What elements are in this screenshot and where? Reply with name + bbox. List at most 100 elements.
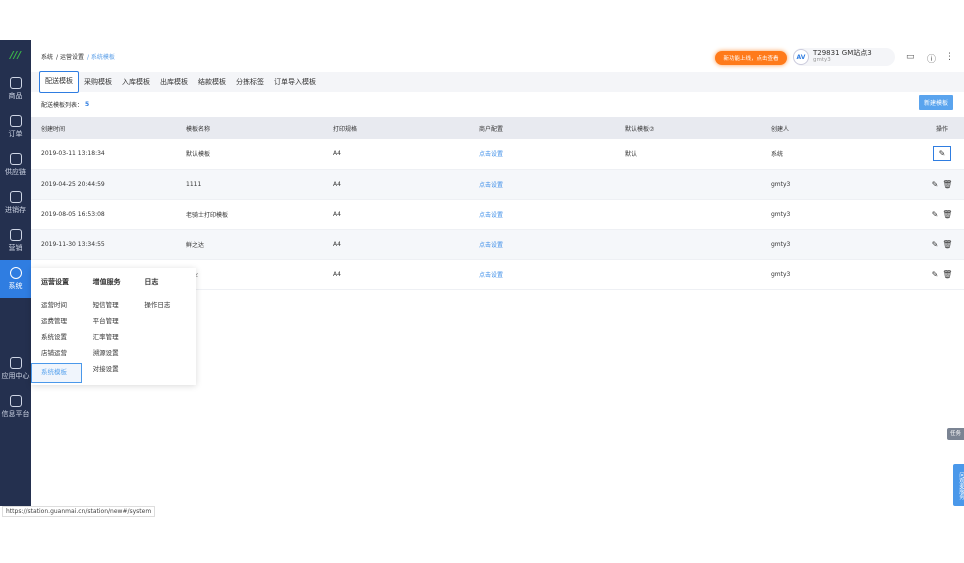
tab[interactable]: 配送模板 (39, 71, 79, 93)
help-icon[interactable]: ⓘ (927, 55, 937, 65)
cell-time: 2019-08-05 16:53:08 (31, 199, 176, 230)
column-header: 操作 (920, 117, 964, 139)
menu-item[interactable]: 对接设置 (92, 365, 119, 373)
sidebar-item[interactable]: 订单 (0, 108, 31, 146)
cell-name: 1111 (176, 169, 323, 200)
menu-column-title: 日志 (144, 278, 159, 286)
breadcrumb-item[interactable]: 系统 (41, 53, 54, 61)
cell-spec: A4 (323, 199, 469, 230)
sidebar-item-label: 供应链 (5, 168, 26, 176)
sidebar-item-label: 系统 (8, 282, 23, 290)
table-row: 2019-03-11 13:18:34 默认模板 A4 点击设置 默认 系统 ✎ (31, 139, 964, 170)
edit-icon[interactable]: ✎ (931, 179, 939, 189)
menu-column: 增值服务 短信管理 平台管理 汇率管理 溯源设置 对接设置 (93, 277, 145, 385)
nav-icon (9, 77, 22, 89)
cell-name: 农业 (176, 259, 323, 290)
list-count-label: 配送模板列表： (41, 101, 84, 109)
tab[interactable]: 入库模板 (122, 78, 150, 86)
menu-column: 日志 操作日志 (144, 277, 196, 385)
edit-icon[interactable]: ✎ (932, 146, 952, 162)
menu-item[interactable]: 短信管理 (92, 301, 119, 309)
message-icon[interactable]: ▭ (906, 52, 915, 62)
user-switcher[interactable]: AV T29831 GM站点3 gmty3 (793, 48, 895, 66)
breadcrumb-current: / 系统模板 (86, 53, 115, 61)
cell-creator: 系统 (761, 139, 920, 170)
cell-name: 老骑士打印模板 (176, 199, 323, 230)
new-template-button[interactable]: 新建模板 (919, 95, 953, 110)
delete-icon[interactable]: 🗑 (942, 209, 953, 219)
config-link[interactable]: 点击设置 (469, 139, 615, 170)
config-link[interactable]: 点击设置 (469, 229, 615, 260)
nav-icon (9, 191, 22, 203)
nav-icon (9, 229, 22, 241)
more-icon[interactable]: ⋮ (945, 52, 954, 62)
sidebar-item[interactable]: 系统 (0, 260, 31, 298)
config-link[interactable]: 点击设置 (469, 169, 615, 200)
edit-icon[interactable]: ✎ (931, 239, 939, 249)
tab[interactable]: 结款模板 (198, 78, 226, 86)
cell-time: 2019-11-30 13:34:55 (31, 229, 176, 260)
menu-item[interactable]: 运营时间 (41, 301, 67, 309)
column-header: 模板名称 (176, 117, 323, 139)
sidebar-item-label: 订单 (8, 130, 23, 138)
sidebar-item[interactable]: 供应链 (0, 146, 31, 184)
task-button[interactable]: 任务 (947, 428, 964, 440)
cell-creator: gmty3 (761, 169, 920, 200)
user-name: T29831 GM站点3 (813, 49, 872, 57)
sidebar-item[interactable]: 进销存 (0, 184, 31, 222)
cell-time: 2019-04-25 20:44:59 (31, 169, 176, 200)
cell-name: 默认模板 (176, 139, 323, 170)
nav-icon (9, 357, 22, 369)
tab[interactable]: 分拣标签 (236, 78, 264, 86)
cell-creator: gmty3 (761, 259, 920, 290)
column-header: 创建人 (761, 117, 920, 139)
edit-icon[interactable]: ✎ (931, 209, 939, 219)
cell-default (615, 169, 761, 200)
sidebar-item-label: 商品 (8, 92, 23, 100)
template-table: 创建时间 模板名称 打印规格 商户配置 默认模板⑦ 创建人 操作 2019-03-11 13… (31, 117, 964, 290)
table-row: 2019-04-25 20:44:59 1111 A4 点击设置 gmty3 ✎ 🗑 (31, 169, 964, 200)
sidebar-item[interactable]: 信息平台 (0, 388, 31, 426)
menu-item[interactable]: 平台管理 (92, 317, 119, 325)
tab[interactable]: 出库模板 (160, 78, 188, 86)
sidebar-item[interactable]: 应用中心 (0, 350, 31, 388)
nav-icon (9, 267, 22, 279)
breadcrumb-item[interactable]: / 运营设置 (56, 53, 84, 61)
menu-column-title: 运营设置 (41, 278, 69, 286)
system-submenu: 运营设置 运营时间 运费管理 系统设置 店铺运营 系统模板 增值服务 短信管理 平台管理 汇率管理… (31, 268, 196, 385)
menu-item[interactable]: 运费管理 (41, 317, 67, 325)
tab[interactable]: 采购模板 (84, 78, 112, 86)
cell-default (615, 229, 761, 260)
sidebar: /// 商品订单供应链进销存 营销系统应用中心信息平台 (0, 40, 31, 506)
sidebar-item[interactable]: 商品 (0, 70, 31, 108)
config-link[interactable]: 点击设置 (469, 199, 615, 230)
menu-item[interactable]: 店铺运营 (41, 349, 67, 357)
sidebar-item-label: 应用中心 (1, 372, 30, 380)
cell-spec: A4 (323, 139, 469, 170)
delete-icon[interactable]: 🗑 (942, 179, 953, 189)
menu-item[interactable]: 汇率管理 (92, 333, 119, 341)
consult-button[interactable]: 问观麦服务 (953, 464, 964, 506)
menu-column: 运营设置运营时间运费管理系统设置店铺运营系统模板 (31, 277, 93, 385)
delete-icon[interactable]: 🗑 (942, 269, 953, 279)
cell-default: 默认 (615, 139, 761, 170)
table-row: 2019-11-30 13:34:55 鲜之达 A4 点击设置 gmty3 ✎ 🗑 (31, 229, 964, 260)
tab-bar: 配送模板 采购模板 入库模板 出库模板 结款模板 分拣标签 订单导入模板 (31, 71, 964, 93)
config-link[interactable]: 点击设置 (469, 259, 615, 290)
nav-icon (9, 115, 22, 127)
cell-spec: A4 (323, 169, 469, 200)
tab[interactable]: 订单导入模板 (274, 78, 316, 86)
column-header: 商户配置 (469, 117, 615, 139)
nav-icon (9, 395, 22, 407)
logo: /// (10, 49, 21, 61)
menu-item[interactable]: 系统模板 (31, 363, 82, 383)
sidebar-item[interactable]: 营销 (0, 222, 31, 260)
menu-item[interactable]: 系统设置 (41, 333, 67, 341)
delete-icon[interactable]: 🗑 (942, 239, 953, 249)
avatar: AV (793, 49, 809, 65)
promo-button[interactable]: 新功能上线，点击查看 (715, 51, 787, 65)
edit-icon[interactable]: ✎ (931, 269, 939, 279)
menu-item[interactable]: 操作日志 (144, 301, 171, 309)
header: 系统 / 运营设置 / 系统模板 新功能上线，点击查看 AV T29831 GM站点… (31, 40, 964, 72)
menu-item[interactable]: 溯源设置 (92, 349, 119, 357)
